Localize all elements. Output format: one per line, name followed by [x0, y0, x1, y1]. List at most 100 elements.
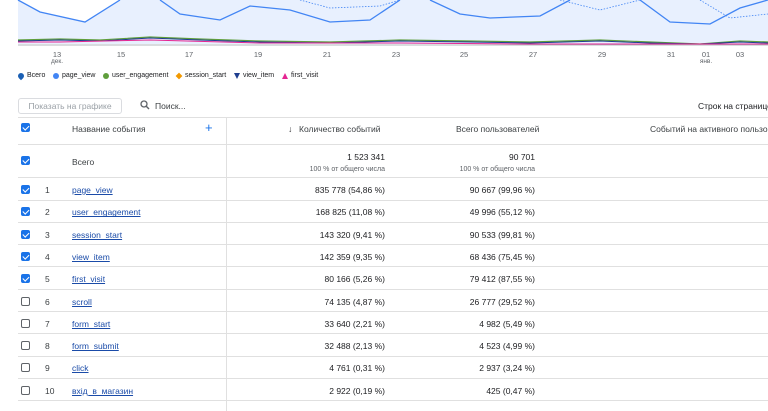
event-link[interactable]: first_visit	[72, 274, 106, 285]
row-checkbox[interactable]	[21, 385, 30, 395]
row-users: 2 937 (3,24 %)	[479, 363, 535, 374]
x-tick-label: 01	[701, 50, 711, 59]
rows-per-page: Строк на странице:	[698, 101, 768, 111]
divider	[18, 221, 768, 223]
row-events: 835 778 (54,86 %)	[315, 185, 385, 195]
divider	[18, 377, 768, 379]
x-tick-label: 13	[52, 50, 62, 59]
row-index: 5	[45, 274, 50, 285]
event-link[interactable]: form_submit	[72, 341, 119, 352]
row-checkbox[interactable]	[21, 251, 30, 261]
select-all[interactable]	[21, 123, 30, 132]
x-tick-label: 23	[391, 50, 401, 59]
row-users: 90 533 (99,81 %)	[469, 229, 535, 240]
header-name: Название события	[72, 124, 146, 134]
row-users: 90 667 (99,96 %)	[469, 185, 535, 195]
legend-label: first_visit	[291, 72, 319, 79]
header-users[interactable]: Всего пользователей	[456, 124, 540, 134]
total-users: 90 701	[509, 152, 535, 162]
row-checkbox[interactable]	[21, 363, 30, 373]
row-events: 142 359 (9,35 %)	[319, 251, 385, 262]
legend-icon	[282, 73, 288, 79]
event-link[interactable]: user_engagement	[72, 207, 141, 218]
row-users: 4 523 (4,99 %)	[479, 341, 535, 352]
row-checkbox[interactable]	[21, 185, 30, 194]
divider	[18, 117, 768, 118]
x-tick-label: 21	[322, 50, 332, 59]
row-checkbox[interactable]	[21, 341, 30, 351]
row-checkbox[interactable]	[21, 296, 30, 306]
event-link[interactable]: вхід_в_магазин	[72, 385, 134, 396]
row-events: 33 640 (2,21 %)	[324, 318, 385, 329]
total-users-note: 100 % от общего числа	[459, 166, 535, 173]
search-icon	[140, 100, 150, 110]
total-events: 1 523 341	[347, 152, 385, 162]
column-divider	[226, 118, 227, 411]
divider	[18, 144, 768, 145]
legend-label: Всего	[27, 72, 46, 79]
row-index: 2	[45, 207, 50, 218]
row-checkbox[interactable]	[21, 318, 30, 328]
row-users: 26 777 (29,52 %)	[469, 296, 535, 307]
row-index: 8	[45, 341, 50, 352]
x-tick-label: 19	[253, 50, 263, 59]
row-checkbox[interactable]	[21, 274, 30, 284]
row-users: 425 (0,47 %)	[486, 385, 535, 396]
row-index: 10	[45, 385, 55, 396]
legend-icon	[16, 71, 26, 81]
event-link[interactable]: page_view	[72, 185, 113, 195]
x-tick-label: 29	[597, 50, 607, 59]
x-tick-label: 03	[735, 50, 745, 59]
total-checkbox[interactable]	[21, 156, 30, 165]
row-events: 74 135 (4,87 %)	[324, 296, 385, 307]
event-link[interactable]: form_start	[72, 318, 111, 329]
row-checkbox[interactable]	[21, 207, 30, 217]
total-events-note: 100 % от общего числа	[309, 166, 385, 173]
row-users: 68 436 (75,45 %)	[469, 251, 535, 262]
row-events: 143 320 (9,41 %)	[319, 229, 385, 240]
x-tick-label: 17	[184, 50, 194, 59]
legend-label: view_item	[243, 72, 275, 79]
event-link[interactable]: session_start	[72, 229, 123, 240]
divider	[18, 177, 768, 178]
legend-icon	[175, 72, 183, 80]
header-per-user[interactable]: Событий на активного пользователя	[650, 124, 768, 134]
chart-area	[18, 0, 768, 44]
search-input[interactable]: Поиск...	[155, 101, 186, 111]
x-tick-month: дек.	[50, 58, 64, 65]
divider	[18, 355, 768, 357]
divider	[18, 333, 768, 335]
x-tick-label: 25	[459, 50, 469, 59]
legend-label: session_start	[185, 72, 227, 79]
event-link[interactable]: click	[72, 363, 89, 374]
row-index: 7	[45, 318, 50, 329]
row-index: 3	[45, 229, 50, 240]
show-on-chart-button[interactable]: Показать на графике	[18, 98, 122, 114]
row-events: 80 166 (5,26 %)	[324, 274, 385, 285]
legend-icon	[234, 73, 240, 79]
event-link[interactable]: scroll	[72, 296, 92, 307]
x-tick-label: 15	[116, 50, 126, 59]
total-label: Всего	[72, 157, 95, 167]
sort-arrow[interactable]: ↓	[288, 124, 293, 134]
row-users: 4 982 (5,49 %)	[479, 318, 535, 329]
row-users: 79 412 (87,55 %)	[469, 274, 535, 285]
header-events[interactable]: Количество событий	[299, 124, 381, 134]
line-page-view	[17, 0, 768, 25]
row-users: 49 996 (55,12 %)	[469, 207, 535, 218]
row-index: 9	[45, 363, 50, 374]
divider	[18, 311, 768, 312]
divider	[18, 288, 768, 290]
row-index: 4	[45, 251, 50, 262]
divider	[18, 400, 768, 402]
row-index: 6	[45, 296, 50, 307]
add-dimension[interactable]: +	[205, 120, 213, 135]
legend-label: user_engagement	[112, 72, 169, 79]
line-compare	[299, 0, 768, 19]
divider	[18, 266, 768, 268]
row-checkbox[interactable]	[21, 229, 30, 239]
event-link[interactable]: view_item	[72, 251, 110, 262]
x-tick-month: янв.	[699, 58, 713, 65]
line-first-visit	[18, 39, 768, 45]
